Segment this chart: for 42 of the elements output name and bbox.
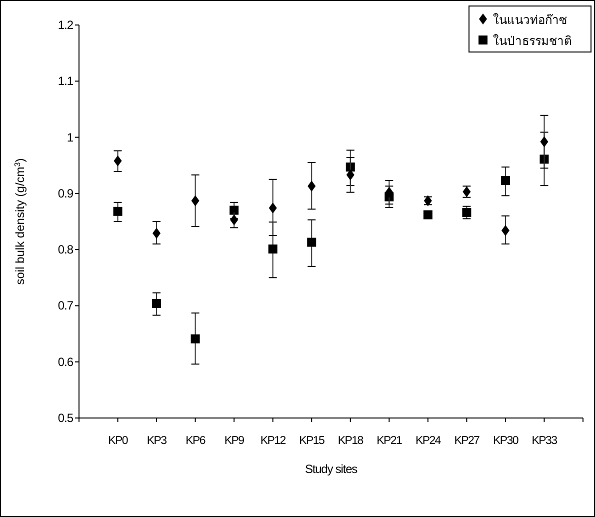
x-tick-label: KP0 xyxy=(108,435,128,447)
point xyxy=(500,176,510,186)
y-tick-label: 0.8 xyxy=(58,242,74,257)
x-tick-label: KP6 xyxy=(186,435,206,447)
point xyxy=(190,334,200,344)
x-tick-label: KP27 xyxy=(454,435,480,447)
point xyxy=(113,206,122,216)
y-tick-label: 1.1 xyxy=(58,74,74,88)
x-axis-title: Study sites xyxy=(304,462,358,476)
y-tick-label: 0.5 xyxy=(58,411,74,425)
x-tick-label: KP3 xyxy=(146,435,167,447)
point xyxy=(152,298,162,308)
x-tick-label: KP24 xyxy=(415,435,442,447)
y-tick-label: 1 xyxy=(66,130,74,144)
legend-label: ในแนวท่อก๊าซ xyxy=(493,13,567,27)
y-tick-label: 0.9 xyxy=(58,186,74,200)
y-tick-label: 0.6 xyxy=(58,354,74,369)
x-tick-label: KP12 xyxy=(260,435,286,447)
y-tick-label: 1.2 xyxy=(58,18,74,32)
legend-label: ในป่าธรรมชาติ xyxy=(493,34,572,48)
x-tick-label: KP9 xyxy=(224,435,244,447)
point xyxy=(462,208,472,218)
point xyxy=(114,155,122,166)
point xyxy=(268,244,278,254)
x-tick-label: KP21 xyxy=(376,435,402,447)
x-tick-label: KP18 xyxy=(338,435,364,447)
x-tick-label: KP15 xyxy=(299,435,324,447)
y-tick-label: 0.7 xyxy=(58,298,74,313)
x-tick-label: KP30 xyxy=(492,435,518,447)
x-tick-label: KP33 xyxy=(532,435,558,447)
point xyxy=(191,195,200,206)
point xyxy=(501,224,510,236)
point xyxy=(308,180,316,192)
point xyxy=(152,228,161,239)
point xyxy=(307,238,316,247)
point xyxy=(385,186,394,198)
point xyxy=(268,202,277,214)
point xyxy=(423,210,432,220)
point xyxy=(230,206,239,215)
point xyxy=(230,214,238,226)
point xyxy=(540,136,548,148)
point xyxy=(346,169,354,180)
